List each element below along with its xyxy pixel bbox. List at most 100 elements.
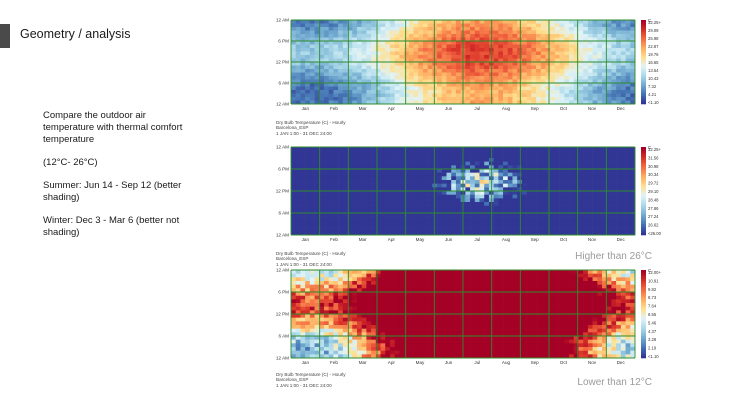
heatmap-cell [291, 306, 297, 311]
heatmap-cell [338, 180, 344, 184]
heatmap-cell [356, 34, 362, 38]
heatmap-cell [323, 306, 329, 311]
heatmap-cell [507, 343, 513, 348]
heatmap-cell [540, 51, 546, 56]
heatmap-cell [314, 306, 320, 311]
heatmap-cell [493, 191, 499, 195]
heatmap-cell [573, 41, 579, 45]
heatmap-cell [564, 37, 570, 42]
heatmap-cell [625, 176, 631, 181]
heatmap-cell [333, 48, 339, 52]
heatmap-cell [380, 169, 386, 173]
heatmap-cell [455, 231, 461, 236]
heatmap-cell [413, 277, 419, 282]
heatmap-cell [404, 23, 410, 28]
heatmap-cell [597, 86, 603, 91]
heatmap-cell [361, 41, 367, 45]
heatmap-cell [479, 317, 485, 322]
heatmap-cell [512, 169, 518, 173]
heatmap-cell [418, 69, 424, 73]
heatmap-cell [455, 69, 461, 73]
heatmap-cell [451, 343, 457, 348]
heatmap-cell [441, 165, 447, 170]
heatmap-cell [422, 100, 428, 105]
heatmap-cell [389, 205, 395, 210]
heatmap-cell [323, 183, 329, 188]
heatmap-cell [404, 69, 410, 73]
heatmap-cell [625, 58, 631, 63]
heatmap-cell [620, 37, 626, 42]
heatmap-cell [503, 227, 509, 232]
heatmap-cell [295, 86, 301, 91]
heatmap-cell [356, 209, 362, 214]
heatmap-cell [338, 194, 344, 199]
x-tick-label: Nov [588, 237, 597, 242]
heatmap-cell [592, 37, 598, 42]
heatmap-cell [314, 332, 320, 337]
heatmap-cell [550, 147, 556, 151]
heatmap-cell [371, 147, 377, 151]
heatmap-cell [554, 20, 560, 24]
heatmap-cell [470, 328, 476, 333]
heatmap-cell [399, 213, 405, 217]
heatmap-panel-above: 12 AM 6 PM 12 PM 6 AM 12 AM Jan Feb Mar Apr May Ju… [270, 143, 662, 247]
heatmap-cell [455, 172, 461, 177]
heatmap-cell [531, 79, 537, 84]
heatmap-cell [616, 202, 622, 206]
heatmap-cell [291, 288, 297, 293]
heatmap-cell [616, 161, 622, 166]
heatmap-cell [375, 65, 381, 70]
heatmap-cell [394, 172, 400, 177]
heatmap-cell [394, 79, 400, 84]
heatmap-cell [418, 44, 424, 49]
heatmap-cell [418, 202, 424, 206]
heatmap-cell [422, 216, 428, 221]
heatmap-cell [611, 202, 617, 206]
heatmap-cell [437, 58, 443, 63]
heatmap-cell [300, 220, 306, 225]
heatmap-cell [465, 180, 471, 184]
heatmap-cell [328, 339, 334, 344]
heatmap-cell [597, 76, 603, 80]
heatmap-cell [597, 183, 603, 188]
heatmap-cell [413, 343, 419, 348]
heatmap-cell [484, 97, 490, 101]
heatmap-cell [347, 224, 353, 228]
heatmap-cell [616, 23, 622, 28]
heatmap-cell [470, 284, 476, 289]
heatmap-cell [366, 231, 372, 236]
heatmap-cell [550, 213, 556, 217]
heatmap-cell [394, 288, 400, 293]
heatmap-cell [437, 100, 443, 105]
heatmap-cell [521, 321, 527, 326]
heatmap-cell [446, 295, 452, 300]
heatmap-cell [536, 194, 542, 199]
heatmap-cell [404, 350, 410, 355]
heatmap-cell [375, 325, 381, 329]
heatmap-cell [399, 180, 405, 184]
heatmap-cell [583, 100, 589, 105]
heatmap-cell [474, 97, 480, 101]
heatmap-cell [512, 224, 518, 228]
heatmap-cell [371, 161, 377, 166]
heatmap-cell [371, 187, 377, 192]
heatmap-cell [493, 350, 499, 355]
heatmap-cell [465, 20, 471, 24]
heatmap-cell [413, 100, 419, 105]
heatmap-cell [592, 55, 598, 59]
heatmap-cell [616, 231, 622, 236]
heatmap-cell [512, 55, 518, 59]
heatmap-cell [347, 328, 353, 333]
heatmap-cell [356, 37, 362, 42]
heatmap-cell [342, 34, 348, 38]
heatmap-cell [512, 176, 518, 181]
heatmap-cell [446, 310, 452, 315]
heatmap-cell [503, 284, 509, 289]
heatmap-cell [333, 347, 339, 351]
heatmap-cell [323, 321, 329, 326]
heatmap-cell [507, 295, 513, 300]
heatmap-cell [408, 150, 414, 155]
heatmap-cell [479, 55, 485, 59]
heatmap-cell [441, 209, 447, 214]
heatmap-cell [375, 295, 381, 300]
